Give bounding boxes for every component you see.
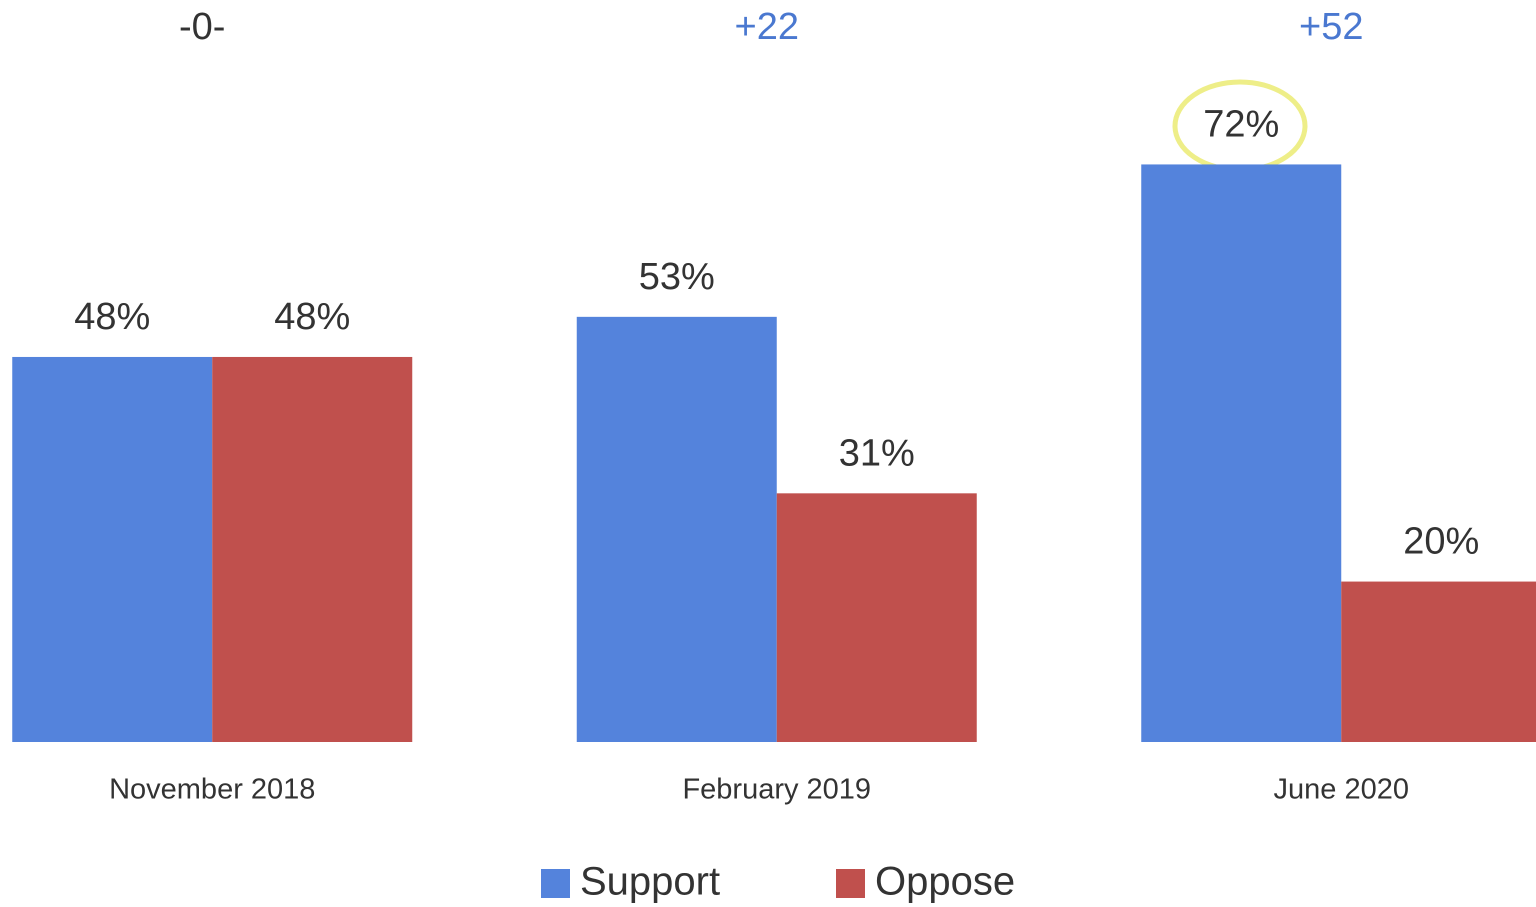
legend-swatch [836, 869, 865, 898]
bar [576, 316, 777, 742]
x-tick-label: June 2020 [1274, 774, 1409, 806]
annotation: +22 [735, 6, 799, 48]
data-label: 48% [74, 296, 150, 338]
bar [1341, 581, 1536, 742]
legend-label: Oppose [875, 860, 1015, 904]
legend-swatch [541, 869, 570, 898]
x-tick-label: November 2018 [109, 774, 315, 806]
bar [212, 356, 413, 742]
data-label: 31% [839, 432, 915, 474]
annotation: +52 [1299, 6, 1363, 48]
data-label: 48% [274, 296, 350, 338]
bar [1141, 164, 1342, 742]
bar [12, 356, 213, 742]
x-tick-label: February 2019 [682, 774, 871, 806]
annotation: -0- [179, 6, 225, 48]
data-label: 72% [1203, 103, 1279, 145]
data-label: 53% [639, 256, 715, 298]
data-label: 20% [1403, 521, 1479, 563]
legend-label: Support [580, 860, 720, 904]
bar [776, 493, 977, 742]
